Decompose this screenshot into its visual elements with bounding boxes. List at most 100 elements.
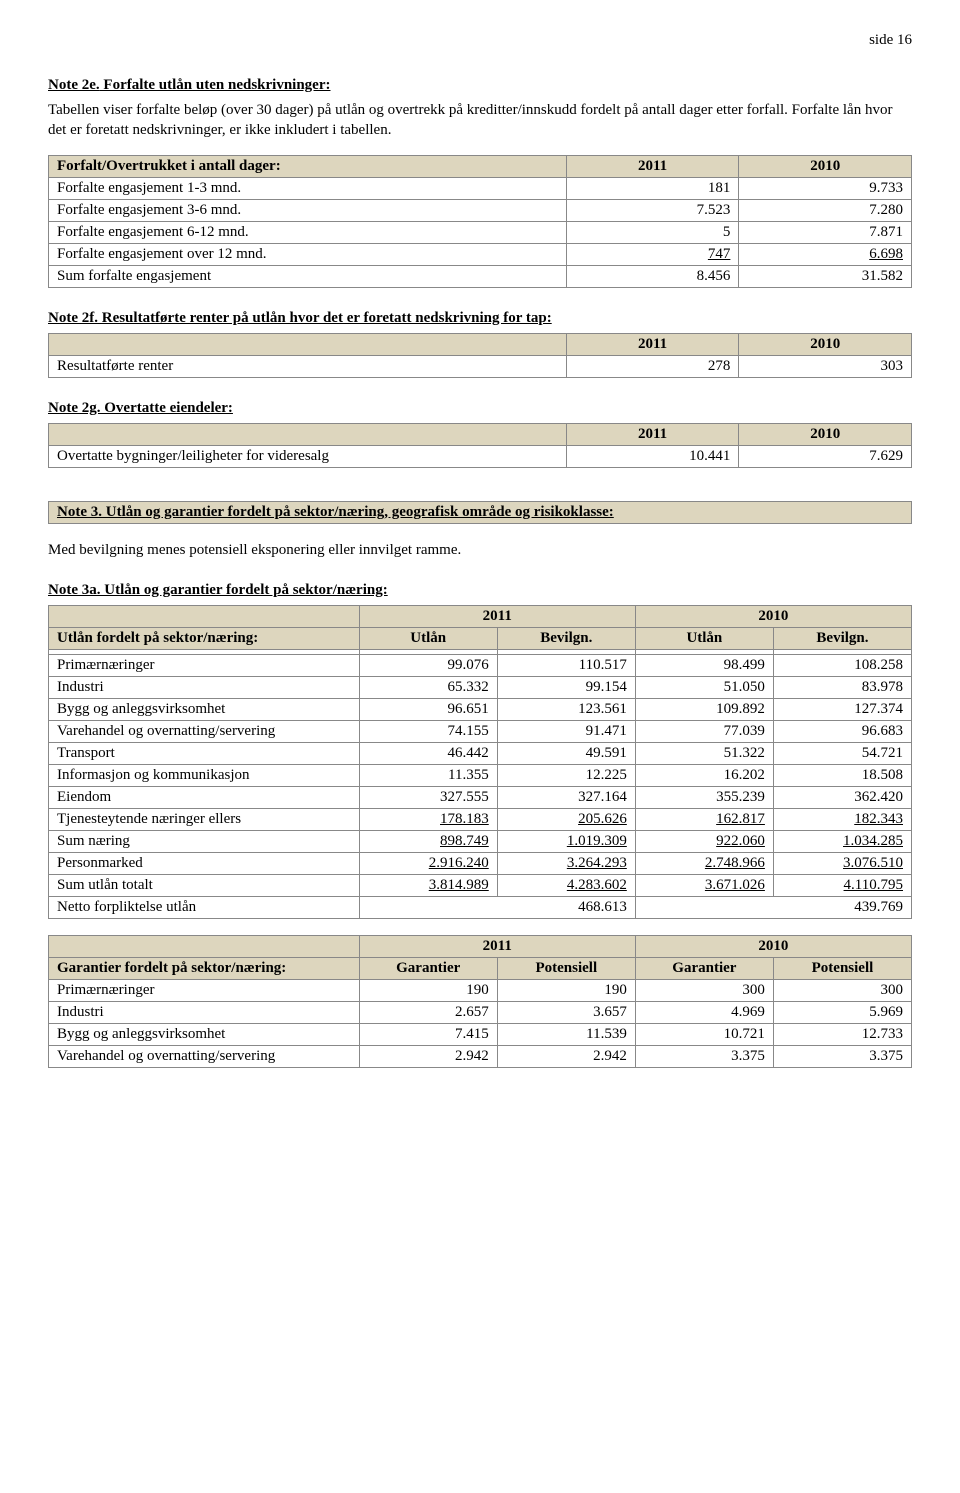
cell-value: 190 xyxy=(497,979,635,1001)
cell-value: 7.629 xyxy=(739,445,912,467)
row-label: Transport xyxy=(49,742,360,764)
cell-value: 205.626 xyxy=(497,808,635,830)
cell-value: 747 xyxy=(566,243,739,265)
cell-value: 109.892 xyxy=(635,698,773,720)
note-2f-title: Resultatførte renter på utlån hvor det e… xyxy=(98,310,552,326)
empty-header xyxy=(49,605,360,627)
row-label: Sum forfalte engasjement xyxy=(49,265,567,287)
cell-value: 110.517 xyxy=(497,654,635,676)
sub-garantier: Garantier xyxy=(635,957,773,979)
cell-value: 83.978 xyxy=(773,676,911,698)
cell-value: 9.733 xyxy=(739,177,912,199)
sub-bevilgn: Bevilgn. xyxy=(497,627,635,649)
cell-value: 77.039 xyxy=(635,720,773,742)
cell-value: 4.969 xyxy=(635,1001,773,1023)
table-header-label: Forfalt/Overtrukket i antall dager: xyxy=(49,155,567,177)
sub-utlan: Utlån xyxy=(635,627,773,649)
cell-value: 96.651 xyxy=(359,698,497,720)
cell-value: 190 xyxy=(359,979,497,1001)
row-label: Bygg og anleggsvirksomhet xyxy=(49,1023,360,1045)
table-header-top: 2011 2010 xyxy=(49,935,912,957)
sub-potensiell: Potensiell xyxy=(773,957,911,979)
note-2f-heading: Note 2f. Resultatførte renter på utlån h… xyxy=(48,310,912,327)
cell-value: 7.523 xyxy=(566,199,739,221)
note-3-heading-box: Note 3. Utlån og garantier fordelt på se… xyxy=(48,501,912,524)
row-label: Industri xyxy=(49,1001,360,1023)
note-2g-table: 2011 2010 Overtatte bygninger/leilighete… xyxy=(48,423,912,468)
cell-value: 303 xyxy=(739,355,912,377)
cell-value: 99.076 xyxy=(359,654,497,676)
page-number: side 16 xyxy=(48,32,912,49)
cell-value: 362.420 xyxy=(773,786,911,808)
cell-value: 10.441 xyxy=(566,445,739,467)
table-header-row: Note 3. Utlån og garantier fordelt på se… xyxy=(49,501,912,523)
note-2f-prefix: Note 2f. xyxy=(48,310,98,326)
cell-value: 74.155 xyxy=(359,720,497,742)
cell-value: 51.322 xyxy=(635,742,773,764)
table-row: Sum forfalte engasjement8.45631.582 xyxy=(49,265,912,287)
cell-value: 99.154 xyxy=(497,676,635,698)
table-row: Transport46.44249.59151.32254.721 xyxy=(49,742,912,764)
empty-header xyxy=(49,935,360,957)
cell-value: 6.698 xyxy=(739,243,912,265)
table-header-row: Forfalt/Overtrukket i antall dager: 2011… xyxy=(49,155,912,177)
cell-value: 162.817 xyxy=(635,808,773,830)
cell-value: 5.969 xyxy=(773,1001,911,1023)
col-year-2010: 2010 xyxy=(635,605,911,627)
cell-value: 3.375 xyxy=(773,1045,911,1067)
cell-value: 127.374 xyxy=(773,698,911,720)
col-2011: 2011 xyxy=(566,423,739,445)
col-2011: 2011 xyxy=(566,155,739,177)
cell-value: 108.258 xyxy=(773,654,911,676)
col-2010: 2010 xyxy=(739,333,912,355)
col-year-2011: 2011 xyxy=(359,935,635,957)
row-label: Forfalte engasjement 6-12 mnd. xyxy=(49,221,567,243)
cell-value: 12.733 xyxy=(773,1023,911,1045)
cell-value: 65.332 xyxy=(359,676,497,698)
cell-value: 12.225 xyxy=(497,764,635,786)
row-label: Tjenesteytende næringer ellers xyxy=(49,808,360,830)
row-label: Personmarked xyxy=(49,852,360,874)
table-row: Tjenesteytende næringer ellers 178.183 2… xyxy=(49,808,912,830)
table-row: Personmarked2.916.2403.264.2932.748.9663… xyxy=(49,852,912,874)
net-value-2010: 439.769 xyxy=(635,896,911,918)
row-label: Overtatte bygninger/leiligheter for vide… xyxy=(49,445,567,467)
row-label: Primærnæringer xyxy=(49,654,360,676)
sub-utlan: Utlån xyxy=(359,627,497,649)
table-row: Varehandel og overnatting/servering2.942… xyxy=(49,1045,912,1067)
note-3-heading: Note 3. Utlån og garantier fordelt på se… xyxy=(49,501,912,523)
cell-value: 11.539 xyxy=(497,1023,635,1045)
row-label: Bygg og anleggsvirksomhet xyxy=(49,698,360,720)
row-label: Sum næring xyxy=(49,830,360,852)
cell-value: 123.561 xyxy=(497,698,635,720)
table-row: Sum utlån totalt3.814.9894.283.6023.671.… xyxy=(49,874,912,896)
cell-value: 46.442 xyxy=(359,742,497,764)
sub-bevilgn: Bevilgn. xyxy=(773,627,911,649)
net-row: Netto forpliktelse utlån 468.613 439.769 xyxy=(49,896,912,918)
note-2g-prefix: Note 2g. xyxy=(48,400,101,416)
table-row: Overtatte bygninger/leiligheter for vide… xyxy=(49,445,912,467)
table-row: Resultatførte renter 278 303 xyxy=(49,355,912,377)
cell-value: 1.034.285 xyxy=(773,830,911,852)
cell-value: 300 xyxy=(773,979,911,1001)
note-2e-prefix: Note 2e. xyxy=(48,77,100,93)
table-row: Sum næring 898.7491.019.309 922.0601.034… xyxy=(49,830,912,852)
table-row: Industri65.33299.15451.05083.978 xyxy=(49,676,912,698)
table-row: Forfalte engasjement 6-12 mnd.57.871 xyxy=(49,221,912,243)
cell-value: 11.355 xyxy=(359,764,497,786)
table-row: Forfalte engasjement 3-6 mnd.7.5237.280 xyxy=(49,199,912,221)
note-2g-title: Overtatte eiendeler: xyxy=(101,400,233,416)
cell-value: 1.019.309 xyxy=(497,830,635,852)
cell-value: 49.591 xyxy=(497,742,635,764)
row-label: Sum utlån totalt xyxy=(49,874,360,896)
table-row: Industri2.6573.6574.9695.969 xyxy=(49,1001,912,1023)
table-row: Informasjon og kommunikasjon11.35512.225… xyxy=(49,764,912,786)
cell-value: 4.283.602 xyxy=(497,874,635,896)
row-label: Informasjon og kommunikasjon xyxy=(49,764,360,786)
row-label: Forfalte engasjement 1-3 mnd. xyxy=(49,177,567,199)
cell-value: 18.508 xyxy=(773,764,911,786)
cell-value: 8.456 xyxy=(566,265,739,287)
note-3-prefix: Note 3. xyxy=(57,504,102,520)
sub-potensiell: Potensiell xyxy=(497,957,635,979)
row-label: Varehandel og overnatting/servering xyxy=(49,1045,360,1067)
